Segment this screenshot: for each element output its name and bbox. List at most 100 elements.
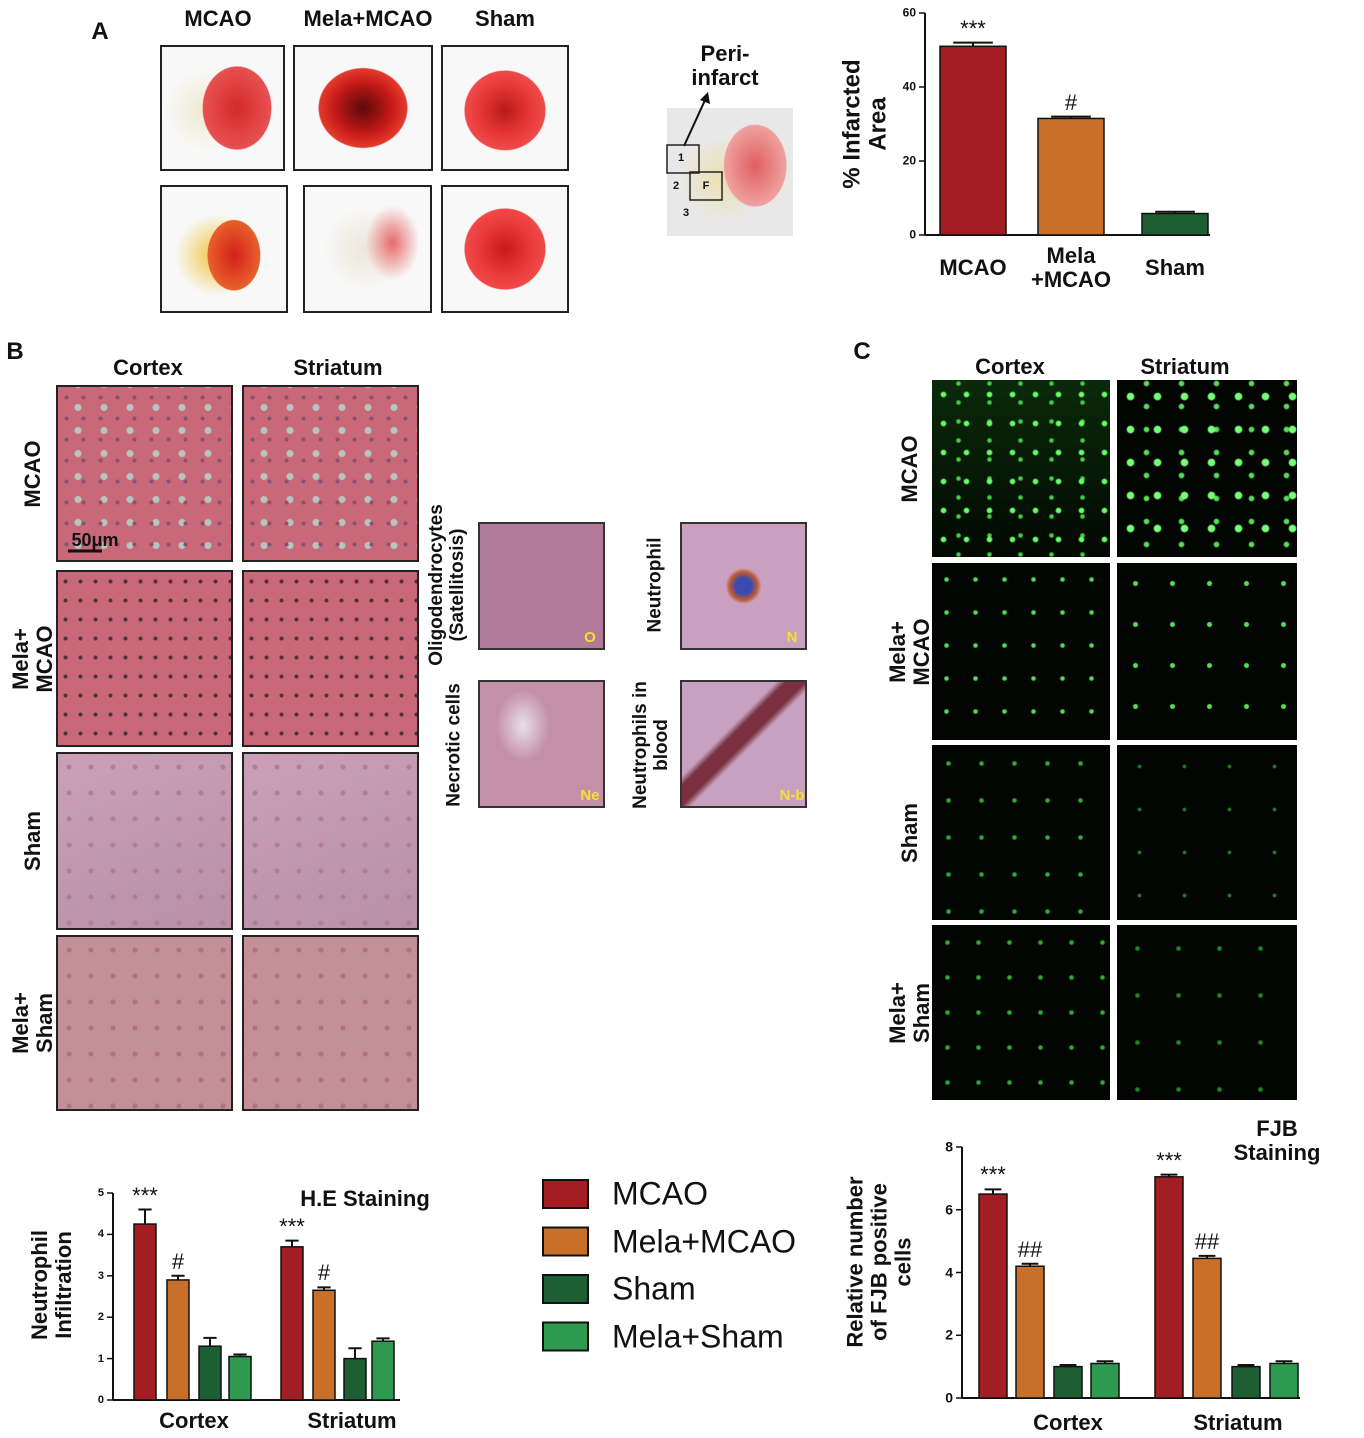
- y-tick-label: 2: [97, 1311, 104, 1324]
- error-bar: [348, 1347, 362, 1359]
- arrow-head: [700, 92, 710, 104]
- brain-section: [441, 45, 569, 171]
- bar: [343, 1357, 367, 1401]
- y-tick-label: 4: [97, 1228, 104, 1241]
- bar: [1141, 212, 1209, 236]
- inset-title: Peri- infarct: [691, 40, 759, 90]
- inset-title: Oligodendrocytes (Satellitosis): [426, 504, 468, 666]
- significance-label: ##: [1017, 1236, 1043, 1262]
- error-bar: [376, 1337, 390, 1342]
- bar: [1090, 1362, 1120, 1399]
- x-tick-label: Cortex: [1033, 1409, 1103, 1435]
- x-tick-label: Mela +MCAO: [1030, 242, 1112, 292]
- scale-bar-label: 50μm: [71, 530, 119, 551]
- legend-swatch: [542, 1179, 589, 1209]
- significance-label: ***: [980, 1162, 1006, 1188]
- fjb-micrograph: [1117, 380, 1297, 557]
- y-axis-label: % Infarcted Area: [838, 59, 892, 189]
- error-bar: [1059, 1364, 1077, 1367]
- y-tick-label: 60: [902, 5, 916, 20]
- row-label: Mela+ Sham: [884, 981, 934, 1044]
- inset-micrograph: [478, 522, 605, 650]
- row-label: MCAO: [19, 439, 45, 508]
- he-micrograph: [56, 752, 233, 930]
- he-micrograph: [242, 752, 419, 930]
- fjb-micrograph: [1117, 925, 1297, 1100]
- bar: [312, 1289, 336, 1401]
- error-bar: [1160, 1173, 1178, 1177]
- row-label: Mela+ Sham: [7, 992, 57, 1054]
- y-tick-label: 0: [97, 1393, 104, 1406]
- region-label: 1: [677, 151, 685, 164]
- legend-label: Mela+MCAO: [612, 1222, 797, 1259]
- inset-micrograph: [478, 680, 605, 808]
- bar: [1015, 1265, 1045, 1399]
- y-axis-label: Relative number of FJB positive cells: [842, 1176, 917, 1348]
- legend-label: MCAO: [612, 1175, 708, 1212]
- bar: [1037, 117, 1105, 236]
- he-micrograph: [242, 570, 419, 747]
- bar: [371, 1340, 395, 1401]
- y-tick-label: 0: [909, 227, 916, 242]
- bar: [939, 45, 1007, 236]
- chart-title: H.E Staining: [300, 1185, 430, 1211]
- y-tick-label: 1: [97, 1352, 104, 1365]
- error-bar: [984, 1188, 1002, 1195]
- error-bar: [1021, 1262, 1039, 1267]
- he-micrograph: [56, 935, 233, 1111]
- x-tick-label: MCAO: [939, 254, 1007, 280]
- y-tick-label: 3: [97, 1269, 104, 1282]
- error-bar: [1096, 1360, 1114, 1364]
- fjb-micrograph: [1117, 745, 1297, 920]
- bar: [1269, 1362, 1299, 1399]
- x-tick-label: Cortex: [159, 1407, 229, 1433]
- bar: [280, 1246, 304, 1401]
- significance-label: ***: [132, 1182, 158, 1208]
- brain-section: [293, 45, 433, 171]
- region-box: [666, 144, 700, 174]
- error-bar: [233, 1353, 247, 1357]
- row-label: MCAO: [896, 434, 922, 503]
- error-bar: [171, 1274, 185, 1280]
- row-label: Sham: [896, 802, 922, 863]
- y-tick-label: 2: [945, 1326, 953, 1343]
- fjb-micrograph: [932, 563, 1110, 740]
- error-bar: [1155, 210, 1195, 214]
- bar: [1154, 1176, 1184, 1399]
- error-bar: [1051, 115, 1091, 119]
- inset-micrograph: [680, 680, 807, 808]
- panel-label: C: [853, 337, 871, 365]
- column-label: Cortex: [975, 353, 1045, 379]
- error-bar: [953, 41, 993, 47]
- legend-swatch: [542, 1226, 589, 1257]
- column-label: Mela+MCAO: [303, 5, 433, 31]
- fjb-micrograph: [1117, 563, 1297, 740]
- legend-swatch: [542, 1321, 589, 1352]
- error-bar: [1198, 1254, 1216, 1259]
- x-tick-label: Striatum: [307, 1407, 397, 1433]
- inset-micrograph: [680, 522, 807, 650]
- row-label: Mela+ MCAO: [7, 624, 57, 693]
- arrow: [683, 97, 707, 147]
- row-label: Sham: [19, 811, 45, 871]
- column-label: Sham: [475, 5, 535, 31]
- brain-section: [441, 185, 569, 313]
- region-label: F: [702, 179, 710, 192]
- y-tick-label: 8: [945, 1138, 953, 1155]
- y-tick-label: 5: [97, 1186, 104, 1199]
- column-label: Striatum: [1140, 353, 1230, 379]
- column-label: Cortex: [113, 354, 183, 380]
- error-bar: [285, 1239, 299, 1247]
- he-micrograph: [56, 570, 233, 747]
- inset-tag: Ne: [580, 786, 600, 804]
- column-label: MCAO: [184, 5, 252, 31]
- inset-title: Neutrophils in blood: [630, 681, 672, 809]
- inset-tag: N-b: [779, 786, 805, 804]
- significance-label: ***: [279, 1213, 305, 1239]
- x-tick-label: Striatum: [1193, 1409, 1283, 1435]
- significance-label: #: [171, 1248, 185, 1274]
- panel-label: B: [6, 337, 24, 365]
- he-micrograph: [242, 935, 419, 1111]
- he-micrograph: [242, 385, 419, 562]
